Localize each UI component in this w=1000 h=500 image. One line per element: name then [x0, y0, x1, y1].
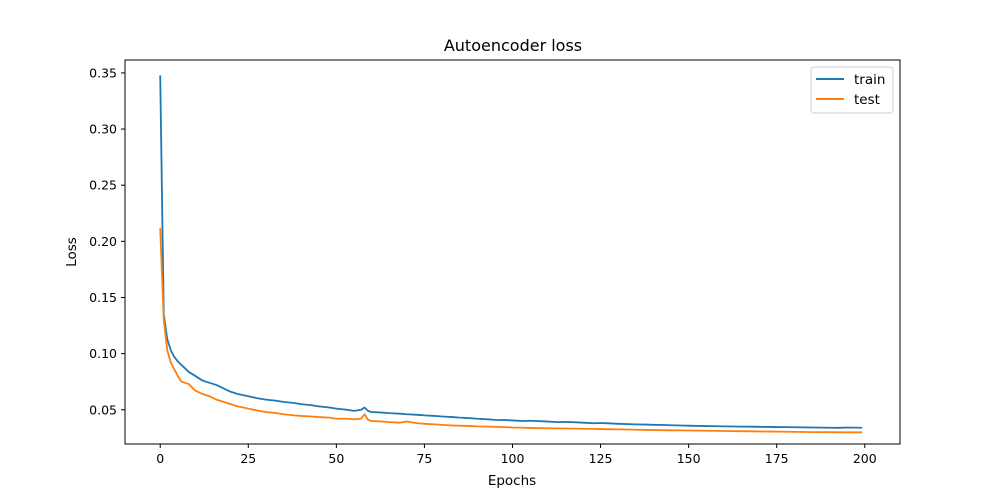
- series-line-train: [159, 75, 863, 429]
- y-tick-label: 0.25: [89, 178, 117, 193]
- y-tick-label: 0.15: [89, 290, 117, 305]
- x-tick-label: 150: [677, 451, 701, 466]
- x-tick-label: 200: [853, 451, 877, 466]
- x-tick-label: 75: [416, 451, 432, 466]
- legend-label-train: train: [854, 72, 885, 88]
- y-tick-label: 0.30: [89, 122, 117, 137]
- series-lines: [159, 75, 863, 434]
- legend: train test: [810, 66, 894, 114]
- y-tick-label: 0.10: [89, 346, 117, 361]
- x-axis-label: Epochs: [488, 473, 536, 489]
- x-tick-label: 100: [501, 451, 525, 466]
- y-axis-label: Loss: [64, 237, 80, 267]
- legend-label-test: test: [854, 92, 880, 108]
- series-line-test: [159, 228, 863, 434]
- x-tick-label: 0: [156, 451, 164, 466]
- x-axis: 0 25 50 75 100 125 150 175 200: [156, 444, 877, 466]
- y-tick-label: 0.35: [89, 65, 117, 80]
- chart-title: Autoencoder loss: [444, 36, 582, 55]
- y-tick-label: 0.20: [89, 234, 117, 249]
- y-axis: 0.05 0.10 0.15 0.20 0.25 0.30 0.35: [89, 65, 125, 417]
- x-tick-label: 175: [765, 451, 789, 466]
- x-tick-label: 25: [240, 451, 256, 466]
- x-tick-label: 125: [589, 451, 613, 466]
- y-tick-label: 0.05: [89, 402, 117, 417]
- x-tick-label: 50: [328, 451, 344, 466]
